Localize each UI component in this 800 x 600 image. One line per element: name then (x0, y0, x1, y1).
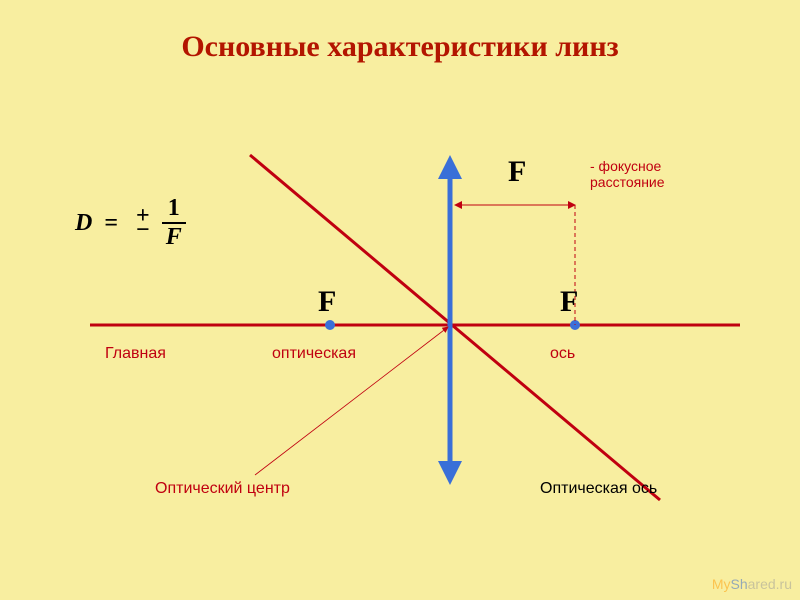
diagonal-optical-axis (250, 155, 660, 500)
annotation-main-axis-3: ось (550, 345, 575, 363)
annotation-main-axis-2: оптическая (272, 345, 356, 363)
slide-container: Основные характеристики линз D = + − 1 F (0, 0, 800, 600)
watermark: MyShared.ru (712, 576, 792, 592)
lens-diagram (0, 0, 800, 600)
annotation-optical-center: Оптический центр (155, 480, 290, 498)
label-F-left: F (318, 285, 336, 319)
label-F-right: F (560, 285, 578, 319)
label-F-top: F (508, 155, 526, 189)
annotation-focal-distance: - фокусное расстояние (590, 158, 710, 190)
focal-point-left (325, 320, 335, 330)
annotation-main-axis-1: Главная (105, 345, 166, 363)
annotation-optical-axis: Оптическая ось (540, 480, 657, 498)
